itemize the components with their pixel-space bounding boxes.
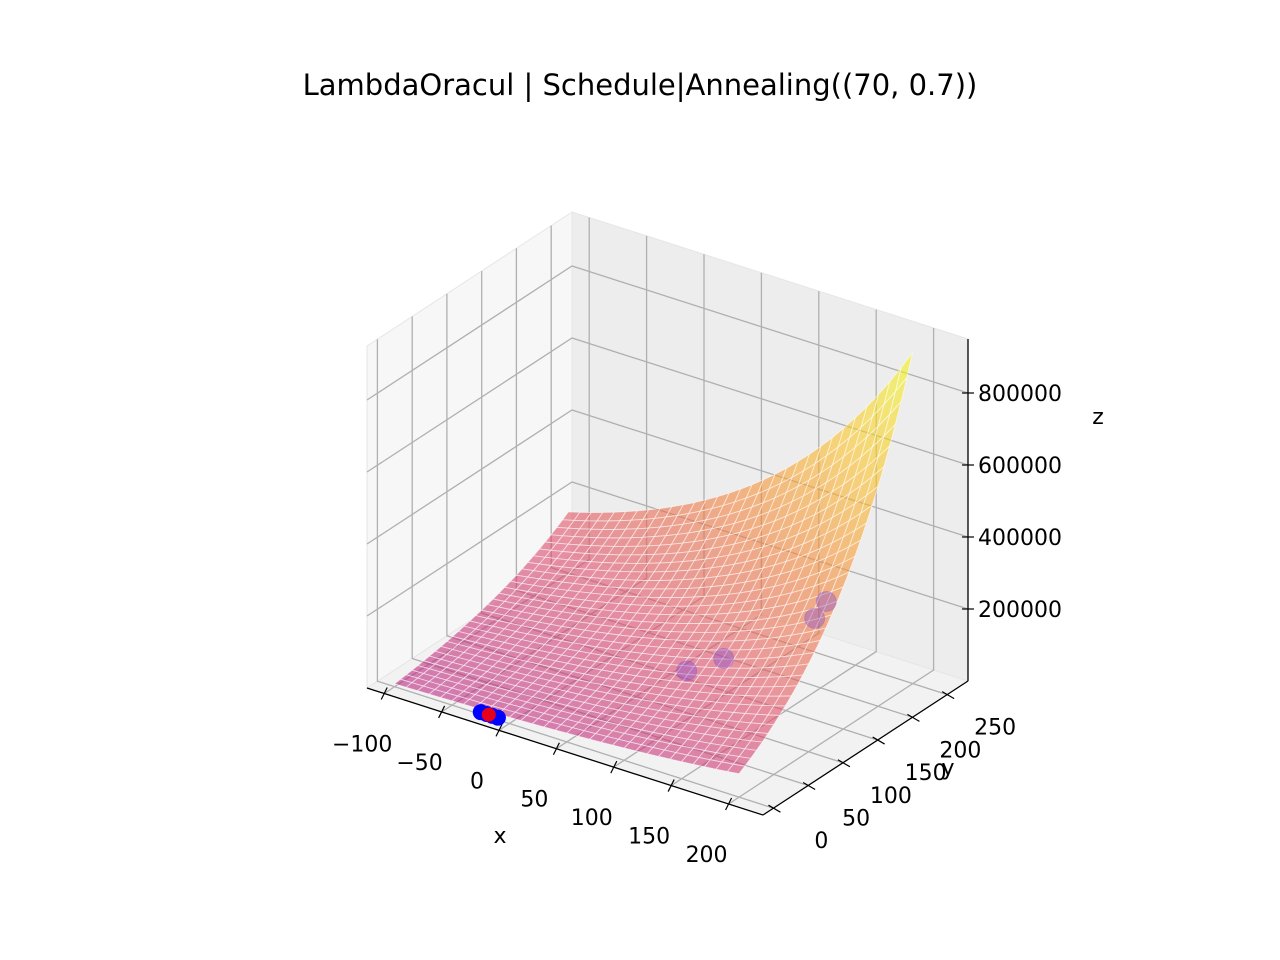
y-tick [837,759,851,768]
x-tick-label: 200 [686,843,728,868]
x-tick [495,724,503,737]
faint-point [713,647,735,669]
x-tick-label: 150 [628,825,670,850]
x-tick [610,760,618,774]
red-point [481,707,496,722]
y-axis-label: y [941,756,954,781]
y-tick [941,691,955,700]
x-tick [725,797,733,811]
surface-cell [726,763,746,775]
y-tick-label: 0 [814,829,828,854]
points [472,591,837,726]
z-tick-label: 200000 [978,598,1062,623]
y-tick [802,781,816,790]
chart-title: LambdaOracul | Schedule|Annealing((70, 0… [302,68,978,102]
x-tick-label: 0 [470,769,484,794]
z-tick-label: 800000 [978,382,1062,407]
z-grid-line [366,337,969,473]
axes: −100−50050100150200050100150200250200000… [332,339,1062,868]
x-tick [380,687,388,700]
faint-point [815,591,837,613]
x-tick-label: 100 [571,806,613,831]
x-tick [667,779,675,792]
x-tick [438,705,446,719]
z-tick-label: 600000 [978,454,1062,479]
y-grid-line [376,339,774,809]
y-tick-label: 150 [905,761,947,786]
x-axis-line [366,687,764,816]
y-tick [768,804,781,813]
z-axis-label: z [1092,405,1104,430]
x-grid-line [728,328,935,805]
surface [393,352,914,775]
x-axis-label: x [493,824,506,849]
faint-point [804,607,826,629]
z-tick-label: 400000 [978,526,1062,551]
faint-point [676,660,698,682]
x-tick-label: 50 [520,788,548,813]
y-tick-label: 250 [974,716,1016,741]
z-grid-line [366,265,969,401]
x-tick-label: −50 [396,751,442,776]
x-tick-label: −100 [332,733,392,758]
y-tick-label: 50 [842,806,870,831]
y-axis-line [762,680,969,816]
y-tick [872,736,885,745]
x-tick [552,742,560,756]
y-tick-label: 200 [939,738,981,763]
y-tick [907,713,920,722]
y-tick-label: 100 [870,784,912,809]
